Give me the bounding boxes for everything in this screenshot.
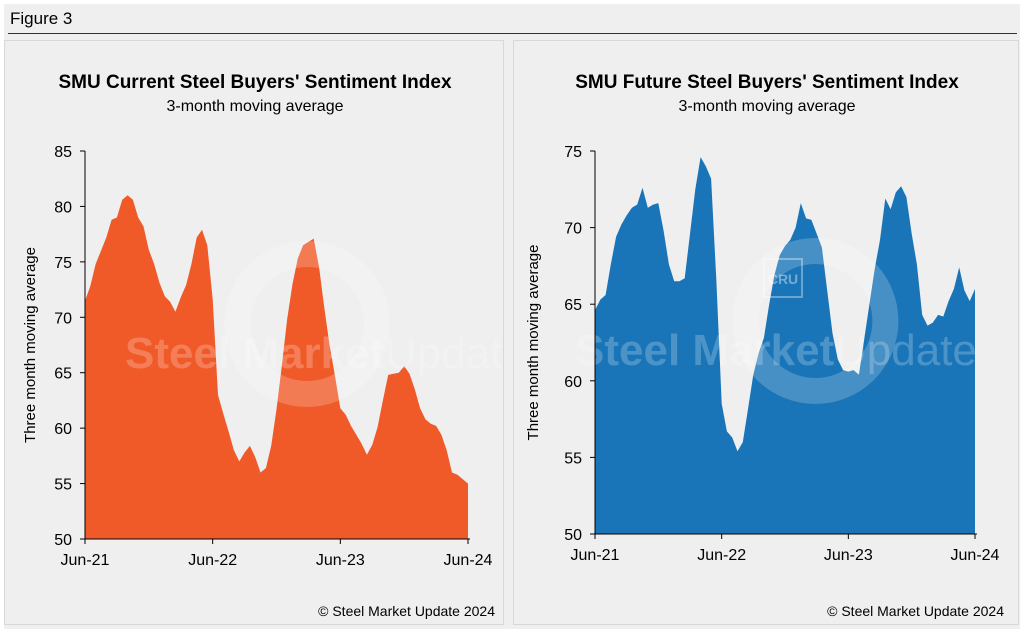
watermark-logo-ring bbox=[732, 238, 899, 404]
copyright-note: © Steel Market Update 2024 bbox=[318, 603, 495, 619]
watermark-logo-ring bbox=[224, 241, 391, 407]
y-tick-label: 50 bbox=[54, 532, 72, 549]
chart-subtitle: 3-month moving average bbox=[167, 98, 344, 115]
x-tick-label: Jun-22 bbox=[188, 552, 237, 569]
watermark-cru-text: CRU bbox=[768, 271, 798, 287]
series-area bbox=[595, 157, 975, 534]
chart-subtitle: 3-month moving average bbox=[679, 98, 856, 115]
y-tick-label: 60 bbox=[564, 374, 582, 391]
watermark-text: Steel Market bbox=[575, 326, 835, 375]
y-tick-label: 70 bbox=[564, 221, 582, 238]
y-tick-label: 80 bbox=[54, 199, 72, 216]
future-sentiment-panel: SMU Future Steel Buyers' Sentiment Index… bbox=[513, 40, 1019, 625]
watermark-text-light: Update bbox=[385, 329, 505, 378]
x-tick-label: Jun-21 bbox=[61, 552, 110, 569]
x-tick-label: Jun-22 bbox=[697, 547, 746, 564]
future-sentiment-chart: SMU Future Steel Buyers' Sentiment Index… bbox=[525, 72, 1004, 619]
y-tick-label: 70 bbox=[54, 310, 72, 327]
y-tick-label: 50 bbox=[564, 527, 582, 544]
x-tick-label: Jun-24 bbox=[951, 547, 1000, 564]
current-sentiment-panel: SMU Current Steel Buyers' Sentiment Inde… bbox=[4, 40, 505, 625]
copyright-note: © Steel Market Update 2024 bbox=[827, 603, 1004, 619]
y-tick-label: 60 bbox=[54, 421, 72, 438]
y-axis-label: Three month moving average bbox=[525, 245, 542, 441]
watermark-cru-box bbox=[763, 258, 803, 298]
watermark-text-light: Update bbox=[835, 326, 977, 375]
series-area bbox=[85, 195, 468, 540]
figure-rule bbox=[8, 33, 1017, 34]
y-tick-label: 75 bbox=[54, 255, 72, 272]
figure-label: Figure 3 bbox=[10, 9, 73, 28]
y-tick-label: 75 bbox=[564, 144, 582, 161]
y-axis-label: Three month moving average bbox=[22, 247, 39, 443]
chart-title: SMU Current Steel Buyers' Sentiment Inde… bbox=[58, 72, 451, 93]
watermark-text: Steel Market bbox=[125, 329, 385, 378]
y-tick-label: 65 bbox=[564, 297, 582, 314]
y-tick-label: 55 bbox=[564, 450, 582, 467]
y-tick-label: 85 bbox=[54, 144, 72, 161]
y-tick-label: 55 bbox=[54, 477, 72, 494]
x-tick-label: Jun-24 bbox=[444, 552, 493, 569]
chart-title: SMU Future Steel Buyers' Sentiment Index bbox=[575, 72, 959, 93]
current-sentiment-chart: SMU Current Steel Buyers' Sentiment Inde… bbox=[22, 72, 505, 619]
x-tick-label: Jun-23 bbox=[824, 547, 873, 564]
x-tick-label: Jun-21 bbox=[571, 547, 620, 564]
y-tick-label: 65 bbox=[54, 366, 72, 383]
x-tick-label: Jun-23 bbox=[316, 552, 365, 569]
